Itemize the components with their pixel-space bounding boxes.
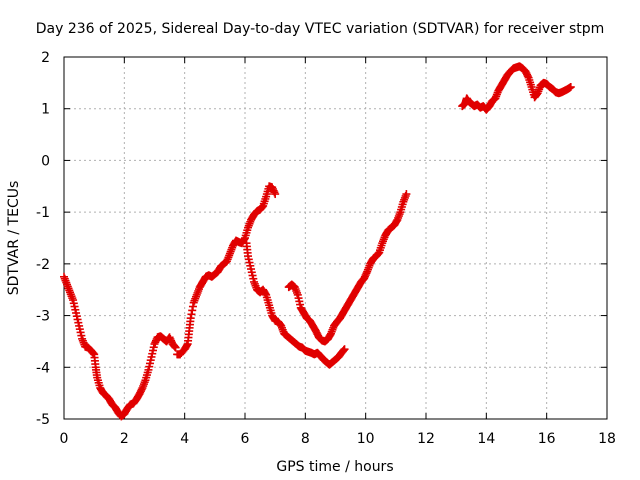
data-marks bbox=[60, 62, 575, 421]
data-point bbox=[271, 190, 280, 199]
x-tick-label: 12 bbox=[417, 431, 435, 447]
x-tick-label: 6 bbox=[241, 431, 250, 447]
y-tick-label: -3 bbox=[36, 309, 50, 325]
y-tick-label: -1 bbox=[36, 205, 50, 221]
x-tick-labels: 0 2 4 6 8 10 12 14 16 18 bbox=[60, 431, 616, 447]
x-axis-label: GPS time / hours bbox=[276, 459, 393, 475]
y-tick-label: 1 bbox=[41, 102, 50, 118]
x-tick-label: 14 bbox=[477, 431, 495, 447]
data-point bbox=[566, 82, 575, 91]
plot-frame bbox=[63, 56, 608, 420]
y-axis-label: SDTVAR / TECUs bbox=[6, 181, 22, 296]
chart-title: Day 236 of 2025, Sidereal Day-to-day VTE… bbox=[36, 21, 605, 37]
x-tick-label: 2 bbox=[120, 431, 129, 447]
y-tick-label: 2 bbox=[41, 50, 50, 66]
y-tick-labels: -5 -4 -3 -2 -1 0 1 2 bbox=[36, 50, 50, 428]
x-tick-label: 8 bbox=[301, 431, 310, 447]
y-tick-label: -5 bbox=[36, 412, 50, 428]
data-point bbox=[402, 190, 411, 199]
data-point bbox=[340, 345, 349, 354]
axis-ticks bbox=[63, 56, 608, 420]
x-tick-label: 0 bbox=[60, 431, 69, 447]
x-tick-label: 10 bbox=[357, 431, 375, 447]
y-tick-label: 0 bbox=[41, 153, 50, 169]
y-tick-label: -2 bbox=[36, 257, 50, 273]
x-tick-label: 18 bbox=[598, 431, 616, 447]
y-tick-label: -4 bbox=[36, 360, 50, 376]
data-point bbox=[171, 343, 180, 352]
x-tick-label: 4 bbox=[180, 431, 189, 447]
x-tick-label: 16 bbox=[538, 431, 556, 447]
grid bbox=[64, 57, 607, 419]
